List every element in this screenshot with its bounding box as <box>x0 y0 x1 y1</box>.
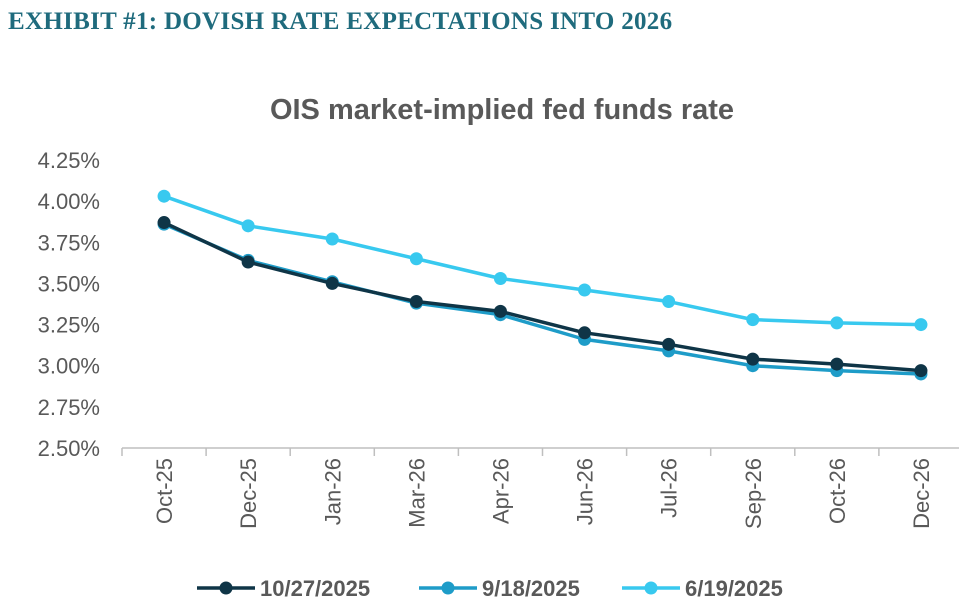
legend-item: 6/19/2025 <box>622 576 783 601</box>
y-tick-label: 2.75% <box>38 395 100 420</box>
chart-series <box>157 189 928 381</box>
data-point <box>746 352 760 366</box>
data-point <box>241 255 255 269</box>
x-tick-label: Jan-26 <box>320 458 345 525</box>
x-tick-label: Jun-26 <box>573 458 598 525</box>
legend-item: 10/27/2025 <box>197 576 370 601</box>
legend-label: 6/19/2025 <box>685 576 783 601</box>
x-tick-label: Apr-26 <box>488 458 513 524</box>
data-point <box>325 232 339 246</box>
series-line <box>163 222 922 376</box>
data-point <box>241 219 255 233</box>
data-point <box>830 316 844 330</box>
exhibit-title: EXHIBIT #1: DOVISH RATE EXPECTATIONS INT… <box>8 8 673 35</box>
data-point <box>830 357 844 371</box>
data-point <box>578 326 592 340</box>
data-point <box>914 364 928 378</box>
x-tick-label: Dec-26 <box>909 458 934 529</box>
data-point <box>409 252 423 266</box>
data-point <box>325 276 339 290</box>
series-line <box>163 194 921 327</box>
legend-marker <box>644 581 658 595</box>
data-point <box>493 271 507 285</box>
legend-item: 9/18/2025 <box>419 576 580 601</box>
series-6-19-2025 <box>157 189 928 332</box>
chart-title: OIS market-implied fed funds rate <box>270 94 734 126</box>
legend-marker <box>441 581 455 595</box>
series-line <box>163 220 922 373</box>
legend-label: 10/27/2025 <box>260 576 370 601</box>
data-point <box>157 216 171 230</box>
data-point <box>662 295 676 309</box>
data-point <box>409 295 423 309</box>
x-tick-label: Oct-26 <box>825 458 850 524</box>
y-tick-label: 3.50% <box>38 271 100 296</box>
x-tick-label: Jul-26 <box>657 458 682 518</box>
y-tick-label: 4.25% <box>38 148 100 173</box>
x-tick-label: Sep-26 <box>741 458 766 529</box>
data-point <box>157 189 171 203</box>
data-point <box>746 313 760 327</box>
y-tick-label: 4.00% <box>38 189 100 214</box>
chart-legend: 10/27/2025 9/18/2025 6/19/2025 <box>197 576 783 601</box>
data-point <box>578 283 592 297</box>
series-9-18-2025 <box>157 217 928 381</box>
x-tick-label: Mar-26 <box>404 458 429 528</box>
data-point <box>914 318 928 332</box>
legend-label: 9/18/2025 <box>482 576 580 601</box>
x-tick-label: Dec-25 <box>236 458 261 529</box>
y-tick-label: 3.75% <box>38 230 100 255</box>
y-tick-label: 3.00% <box>38 354 100 379</box>
y-tick-label: 3.25% <box>38 313 100 338</box>
chart-axes: 2.50% 2.75% 3.00% 3.25% 3.50% 3.75% 4.00% 4.25%… <box>38 148 959 529</box>
y-tick-label: 2.50% <box>38 436 100 461</box>
data-point <box>662 337 676 351</box>
data-point <box>493 304 507 318</box>
series-10-27-2025 <box>157 216 928 378</box>
x-tick-label: Oct-25 <box>152 458 177 524</box>
legend-marker <box>219 581 233 595</box>
